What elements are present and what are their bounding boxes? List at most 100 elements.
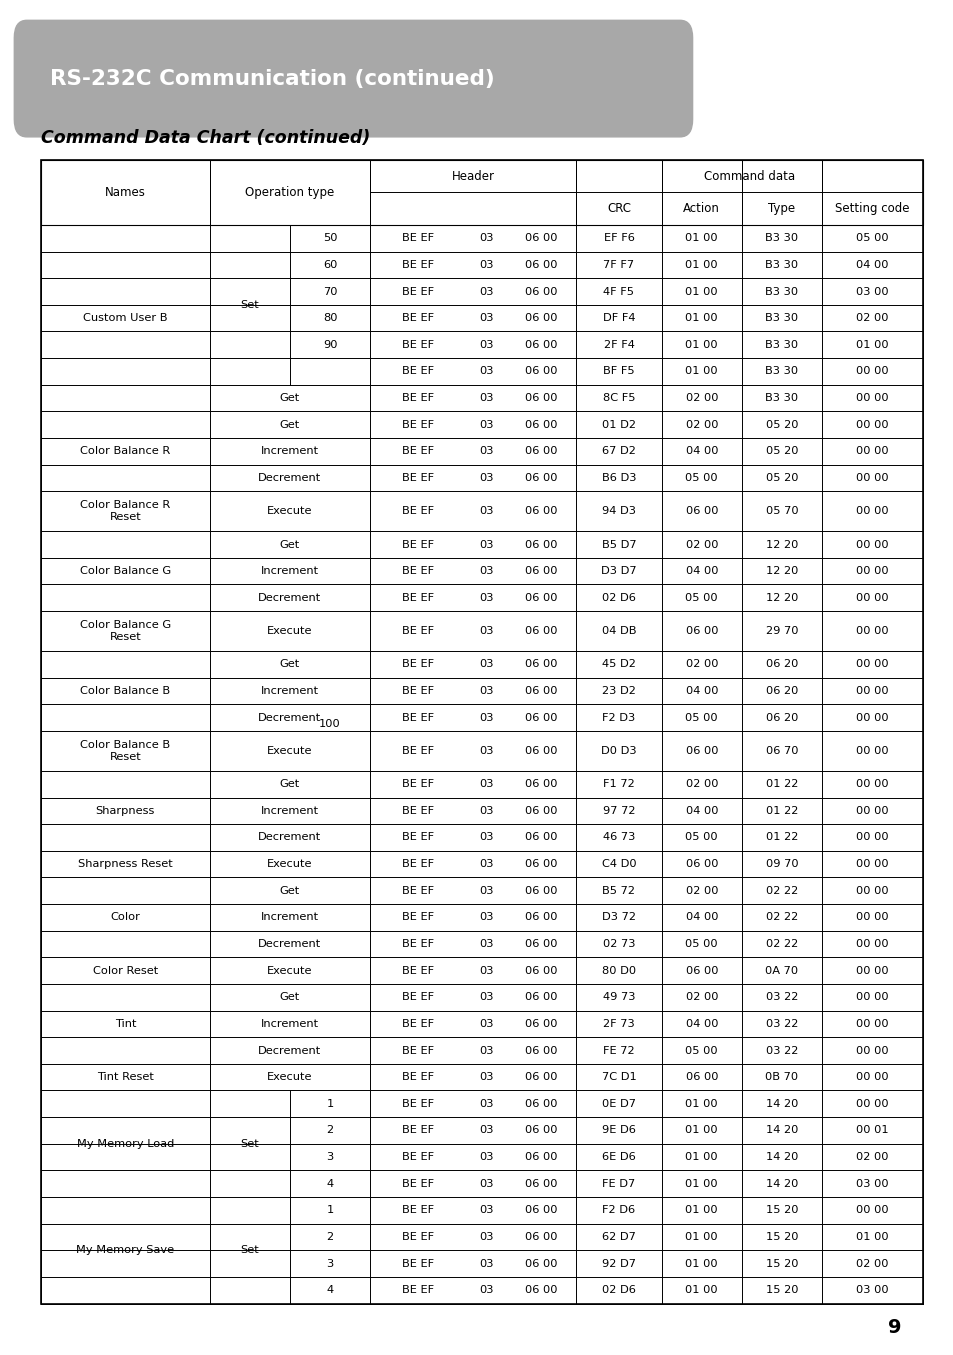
Bar — [466, 611, 506, 650]
Text: 12 20: 12 20 — [765, 592, 798, 603]
Text: 02 00: 02 00 — [856, 1152, 888, 1163]
Bar — [210, 558, 370, 584]
Bar — [210, 984, 370, 1011]
Bar — [466, 492, 506, 531]
Bar — [506, 851, 576, 878]
Text: FE D7: FE D7 — [601, 1179, 635, 1188]
Bar — [576, 438, 661, 465]
Bar — [290, 332, 370, 358]
Text: 06 00: 06 00 — [525, 806, 558, 816]
Bar — [466, 412, 506, 438]
Bar — [370, 558, 466, 584]
Text: 6E D6: 6E D6 — [601, 1152, 636, 1163]
Text: Tint: Tint — [114, 1019, 136, 1028]
Bar — [576, 278, 661, 305]
Bar — [506, 492, 576, 531]
Text: 03: 03 — [478, 1099, 494, 1108]
Text: 70: 70 — [322, 286, 337, 297]
Bar — [506, 278, 576, 305]
Text: 06 00: 06 00 — [525, 366, 558, 377]
Text: 14 20: 14 20 — [765, 1126, 798, 1135]
Text: 04 00: 04 00 — [685, 686, 718, 696]
Bar — [290, 1276, 370, 1304]
Bar — [506, 931, 576, 957]
Text: Increment: Increment — [260, 806, 318, 816]
Bar — [466, 1224, 506, 1251]
Text: 23 D2: 23 D2 — [601, 686, 636, 696]
Text: 06 00: 06 00 — [525, 340, 558, 350]
Bar — [661, 1196, 741, 1224]
Text: BE EF: BE EF — [401, 1046, 434, 1056]
Text: Action: Action — [682, 202, 720, 215]
Bar — [506, 465, 576, 492]
Bar — [741, 851, 821, 878]
Text: EF F6: EF F6 — [603, 233, 634, 244]
Text: 90: 90 — [322, 340, 337, 350]
Text: 01 D2: 01 D2 — [601, 420, 636, 430]
Text: 01 00: 01 00 — [685, 1285, 718, 1295]
Bar — [210, 305, 290, 332]
Text: 04 00: 04 00 — [685, 806, 718, 816]
Text: 02 73: 02 73 — [602, 939, 635, 948]
Text: CRC: CRC — [606, 202, 630, 215]
Bar — [210, 824, 370, 851]
Text: BE EF: BE EF — [401, 507, 434, 516]
Text: 06 00: 06 00 — [525, 1152, 558, 1163]
Text: 06 00: 06 00 — [525, 1126, 558, 1135]
Bar — [576, 984, 661, 1011]
Bar — [466, 1091, 506, 1117]
Bar — [821, 1117, 923, 1144]
Text: 00 00: 00 00 — [856, 626, 888, 635]
Text: BE EF: BE EF — [401, 566, 434, 576]
Bar — [821, 438, 923, 465]
Bar — [506, 332, 576, 358]
Text: BE EF: BE EF — [401, 366, 434, 377]
Text: BE EF: BE EF — [401, 1072, 434, 1083]
Text: 01 22: 01 22 — [765, 832, 798, 843]
Text: 02 22: 02 22 — [765, 939, 798, 948]
Text: 3: 3 — [326, 1259, 334, 1268]
Bar — [41, 1117, 210, 1144]
Bar — [576, 531, 661, 558]
Text: 00 00: 00 00 — [856, 966, 888, 976]
Text: 03: 03 — [478, 912, 494, 923]
Bar — [506, 824, 576, 851]
Text: 05 00: 05 00 — [856, 233, 888, 244]
Text: 06 00: 06 00 — [525, 859, 558, 869]
Text: 05 00: 05 00 — [685, 713, 718, 722]
Bar — [370, 412, 466, 438]
Bar — [741, 531, 821, 558]
Bar — [821, 1251, 923, 1276]
Bar — [370, 730, 466, 771]
Text: Color Balance G: Color Balance G — [80, 566, 171, 576]
Bar — [576, 584, 661, 611]
Text: 06 00: 06 00 — [525, 446, 558, 457]
Bar — [576, 1276, 661, 1304]
Text: BE EF: BE EF — [401, 859, 434, 869]
Text: 06 00: 06 00 — [525, 966, 558, 976]
Text: 00 00: 00 00 — [856, 473, 888, 482]
Bar — [821, 412, 923, 438]
Text: 01 00: 01 00 — [685, 1259, 718, 1268]
Text: 06 00: 06 00 — [525, 473, 558, 482]
Text: 06 20: 06 20 — [765, 660, 798, 669]
Bar — [506, 1251, 576, 1276]
Bar — [506, 1064, 576, 1091]
Bar — [210, 1276, 290, 1304]
Text: 00 00: 00 00 — [856, 713, 888, 722]
Bar — [576, 465, 661, 492]
Bar — [210, 611, 370, 650]
Bar — [210, 798, 370, 824]
Bar — [466, 1196, 506, 1224]
Text: BE EF: BE EF — [401, 886, 434, 896]
Text: Execute: Execute — [267, 859, 313, 869]
Text: BE EF: BE EF — [401, 626, 434, 635]
Bar — [661, 492, 741, 531]
Text: 03: 03 — [478, 1072, 494, 1083]
Bar — [821, 1196, 923, 1224]
Text: BE EF: BE EF — [401, 1206, 434, 1215]
Text: 06 00: 06 00 — [525, 1072, 558, 1083]
Text: 12 20: 12 20 — [765, 566, 798, 576]
Text: 05 70: 05 70 — [765, 507, 798, 516]
Bar — [370, 611, 466, 650]
